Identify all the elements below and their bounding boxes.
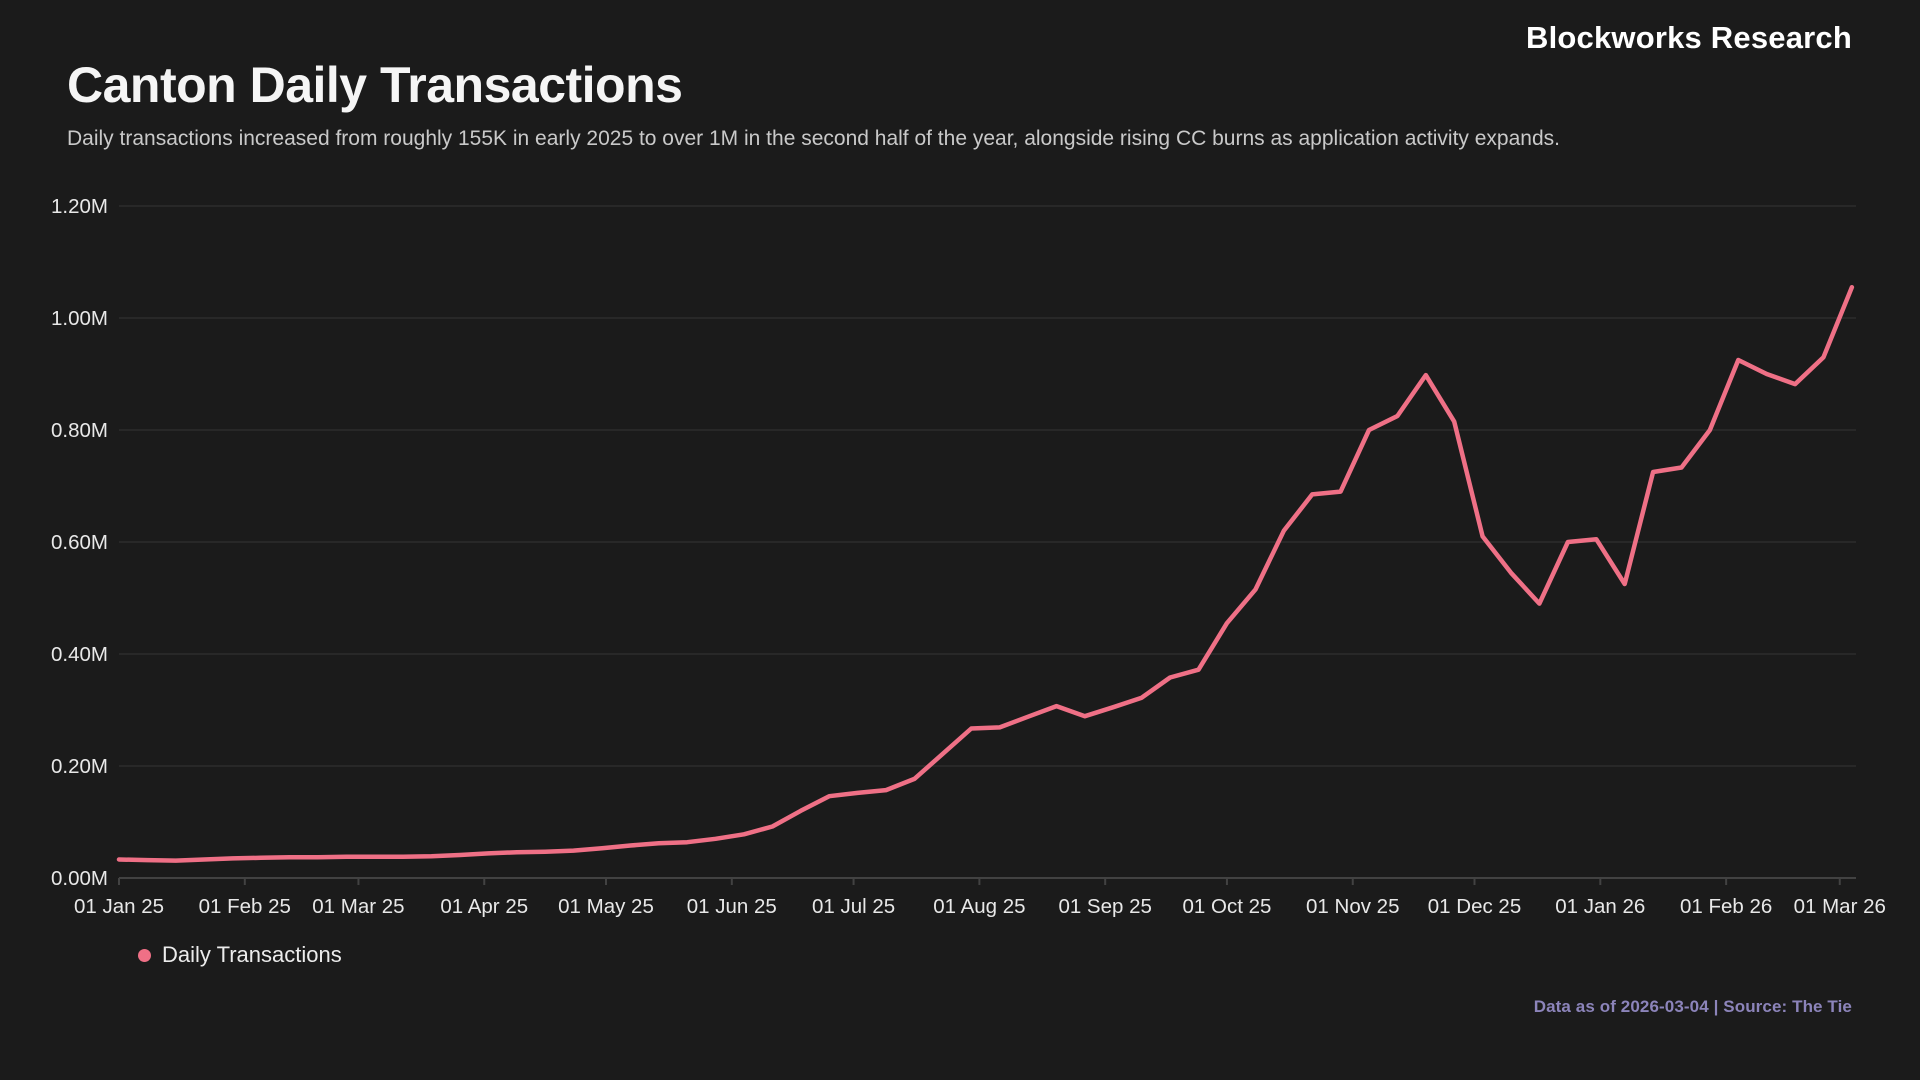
- y-axis-label: 0.00M: [51, 867, 108, 890]
- x-axis-label: 01 Sep 25: [1058, 895, 1151, 918]
- x-axis-label: 01 Jan 26: [1555, 895, 1645, 918]
- page-title: Canton Daily Transactions: [67, 57, 683, 113]
- y-axis-label: 1.20M: [51, 195, 108, 218]
- x-axis-label: 01 Jan 25: [74, 895, 164, 918]
- x-axis-label: 01 Nov 25: [1306, 895, 1399, 918]
- x-axis-label: 01 Feb 26: [1680, 895, 1772, 918]
- page-subtitle: Daily transactions increased from roughl…: [67, 127, 1560, 150]
- series-line-daily-transactions: [116, 284, 1855, 863]
- x-axis-label: 01 Feb 25: [199, 895, 291, 918]
- legend-label: Daily Transactions: [162, 942, 342, 967]
- x-axis-label: 01 Oct 25: [1183, 895, 1272, 918]
- x-axis-label: 01 Mar 25: [312, 895, 404, 918]
- y-axis-label: 0.60M: [51, 531, 108, 554]
- source-note: Data as of 2026-03-04 | Source: The Tie: [1533, 997, 1852, 1016]
- legend-marker-icon: [138, 948, 151, 962]
- x-axis-label: 01 Jun 25: [687, 895, 777, 918]
- y-axis-label: 0.40M: [51, 643, 108, 666]
- x-axis-label: 01 Aug 25: [933, 895, 1025, 918]
- x-axis-label: 01 May 25: [558, 895, 654, 918]
- y-axis-label: 1.00M: [51, 307, 108, 330]
- y-axis-label: 0.80M: [51, 419, 108, 442]
- brand-logo: Blockworks Research: [1525, 20, 1852, 55]
- x-axis-label: 01 Jul 25: [812, 895, 895, 918]
- y-axis-label: 0.20M: [51, 755, 108, 778]
- x-axis-label: 01 Dec 25: [1428, 895, 1521, 918]
- x-axis-label: 01 Apr 25: [440, 895, 528, 918]
- legend-item-daily-transactions[interactable]: Daily Transactions: [138, 942, 342, 968]
- x-axis-label: 01 Mar 26: [1794, 895, 1886, 918]
- legend: Daily Transactions: [138, 942, 342, 968]
